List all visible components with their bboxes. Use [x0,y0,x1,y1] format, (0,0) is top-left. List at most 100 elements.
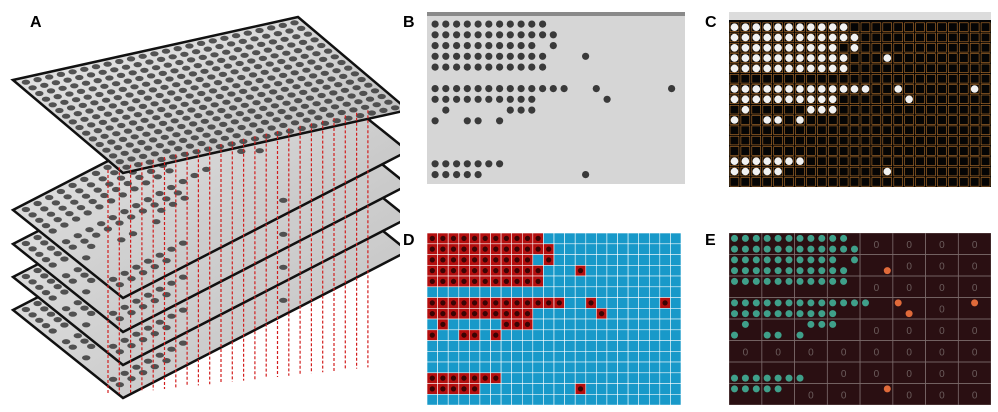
binary-grid-cell [729,43,740,53]
binary-grid-cell [926,156,936,166]
binary-grid-cell [980,177,991,187]
plate-0-colony [217,57,226,64]
binary-colony [785,54,793,62]
binary-grid-cell [838,166,849,177]
binary-grid-cell [773,105,783,115]
binary-colony [752,157,761,165]
binary-colony [785,95,793,104]
plate-0-colony [195,76,204,83]
score-cell-negative [617,286,629,298]
score-colony [440,246,446,252]
plate-0-colony [127,156,136,162]
plate-1-colony [97,221,106,227]
binary-grid-cell [959,146,969,156]
score-cell-negative [543,361,555,374]
binary-colony [828,23,837,31]
overlay-colony [785,256,793,264]
score-cell-negative [500,351,512,363]
score-colony [472,257,478,263]
binary-colony [894,85,902,93]
binary-colony [828,85,837,93]
plate-0-colony [33,77,42,83]
plate-0-colony [290,120,300,126]
plate-0-colony [103,61,112,67]
binary-colony [807,54,815,62]
score-cell-negative [564,383,576,395]
plate-0-colony [240,52,249,58]
plate-1-colony [279,197,288,203]
plate-4-colony [73,333,83,339]
plate-0-colony [364,82,373,88]
plate-0-colony [275,44,284,51]
plate-0-colony [125,142,134,148]
plate-0-colony [185,143,195,149]
score-cell-negative [627,340,640,352]
plate-0-colony [151,65,161,71]
overlay-value: 0 [874,240,880,251]
overlay-colony [796,245,804,253]
binary-grid-cell [893,22,904,32]
binary-grid-cell [948,84,958,94]
score-colony [503,268,509,274]
binary-grid-cell [893,115,904,125]
binary-grid-cell [762,53,772,63]
binary-grid-cell [828,177,838,187]
score-colony [429,246,435,252]
binary-grid-cell [893,84,904,94]
binary-grid-cell [751,22,761,32]
score-cell-negative [479,351,491,363]
score-cell-negative [638,297,650,309]
plate-0-colony [156,56,166,63]
binary-colony [818,105,826,114]
plate-0-colony [158,120,168,126]
photo-colony [453,31,461,39]
plate-0-colony [357,76,366,83]
binary-grid-cell [969,105,980,115]
score-cell-negative [574,233,587,245]
plate-0-colony [330,54,339,60]
plate-3-colony [178,307,188,313]
plate-1-colony [98,176,107,182]
binary-colony [807,44,815,52]
binary-grid-cell [849,22,860,32]
score-cell-negative [553,329,565,341]
plate-0-colony [339,73,348,79]
score-colony [472,375,478,381]
plate-0-colony [238,88,248,94]
photo-colony [496,160,504,168]
binary-grid-cell [948,22,958,32]
score-cell-negative [522,329,534,341]
plate-0-colony [260,69,269,75]
score-cell-negative [468,340,481,352]
binary-colony [774,95,782,104]
overlay-colony [752,385,760,393]
binary-colony [741,167,750,176]
score-colony [503,300,509,306]
plate-1-colony [48,228,57,234]
binary-grid-cell [904,63,914,73]
plate-4-colony [35,317,44,323]
binary-colony [730,95,739,104]
plate-0-colony [233,97,243,103]
binary-grid-cell [926,43,936,53]
plate-1-colony [71,216,81,222]
plate-0-colony [135,75,144,82]
plate-0-colony [140,117,149,123]
plate-0-colony [147,123,156,129]
binary-colony [752,23,761,31]
photo-colony [528,63,536,71]
binary-grid-cell [937,177,947,187]
plate-0-colony [48,102,57,108]
plate-0-colony [314,115,323,121]
binary-grid-cell [948,74,958,84]
overlay-colony [785,267,793,275]
plate-3-colony [82,322,91,328]
plate-0-colony [71,97,81,103]
overlay-colony [741,245,749,253]
binary-grid-cell [904,53,914,63]
binary-grid-cell [762,177,772,187]
plate-0-colony [297,25,306,31]
panel-e-overlay-grid: 0 0 0 00 0 00 0 0 000 0 0 00 0 0 0 0 0 0 00 0 0 0 00 0 0 0 0 [729,233,991,405]
overlay-value: 0 [972,347,978,358]
plate-1-colony [40,206,49,212]
